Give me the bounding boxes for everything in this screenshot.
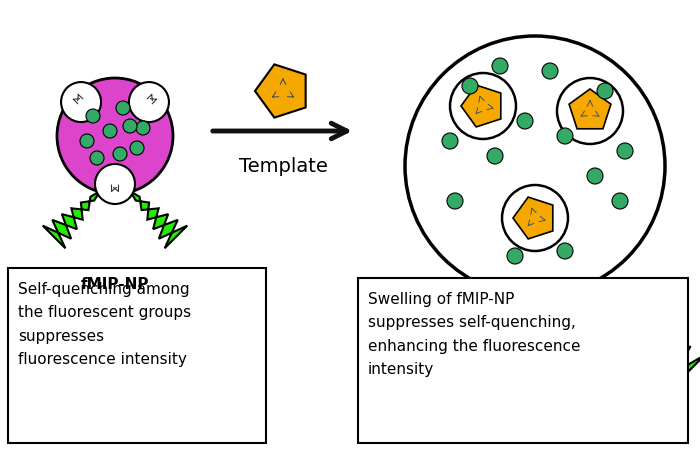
Circle shape	[136, 122, 150, 136]
Polygon shape	[569, 90, 611, 129]
Polygon shape	[461, 86, 500, 128]
Circle shape	[450, 74, 516, 140]
Circle shape	[442, 133, 458, 150]
Polygon shape	[590, 286, 700, 401]
Circle shape	[612, 193, 628, 210]
Circle shape	[113, 147, 127, 161]
Circle shape	[103, 125, 117, 139]
Circle shape	[57, 79, 173, 194]
Circle shape	[95, 165, 135, 205]
FancyBboxPatch shape	[8, 268, 266, 443]
Circle shape	[130, 142, 144, 156]
Circle shape	[462, 79, 478, 95]
Circle shape	[405, 37, 665, 296]
Polygon shape	[255, 65, 306, 118]
Text: Swelling of fMIP-NP
suppresses self-quenching,
enhancing the fluorescence
intens: Swelling of fMIP-NP suppresses self-quen…	[368, 291, 580, 377]
Circle shape	[80, 135, 94, 149]
Circle shape	[557, 244, 573, 259]
Polygon shape	[513, 198, 553, 239]
Circle shape	[507, 249, 523, 264]
Circle shape	[557, 129, 573, 145]
Polygon shape	[130, 192, 188, 249]
Circle shape	[542, 64, 558, 80]
Circle shape	[617, 144, 633, 160]
Circle shape	[502, 186, 568, 252]
Circle shape	[492, 59, 508, 75]
Circle shape	[86, 110, 100, 124]
Polygon shape	[365, 286, 480, 401]
Circle shape	[116, 102, 130, 116]
Circle shape	[557, 79, 623, 145]
Circle shape	[487, 149, 503, 165]
Circle shape	[597, 84, 613, 100]
Text: Self-quenching among
the fluorescent groups
suppresses
fluorescence intensity: Self-quenching among the fluorescent gro…	[18, 281, 191, 366]
Circle shape	[517, 114, 533, 130]
Circle shape	[61, 83, 101, 123]
Circle shape	[123, 120, 137, 133]
Text: Template: Template	[239, 157, 328, 176]
Circle shape	[587, 169, 603, 184]
Circle shape	[447, 193, 463, 210]
Polygon shape	[43, 192, 100, 249]
Text: fMIP-NP: fMIP-NP	[80, 276, 149, 291]
Circle shape	[129, 83, 169, 123]
Circle shape	[90, 152, 104, 166]
FancyBboxPatch shape	[358, 278, 688, 443]
